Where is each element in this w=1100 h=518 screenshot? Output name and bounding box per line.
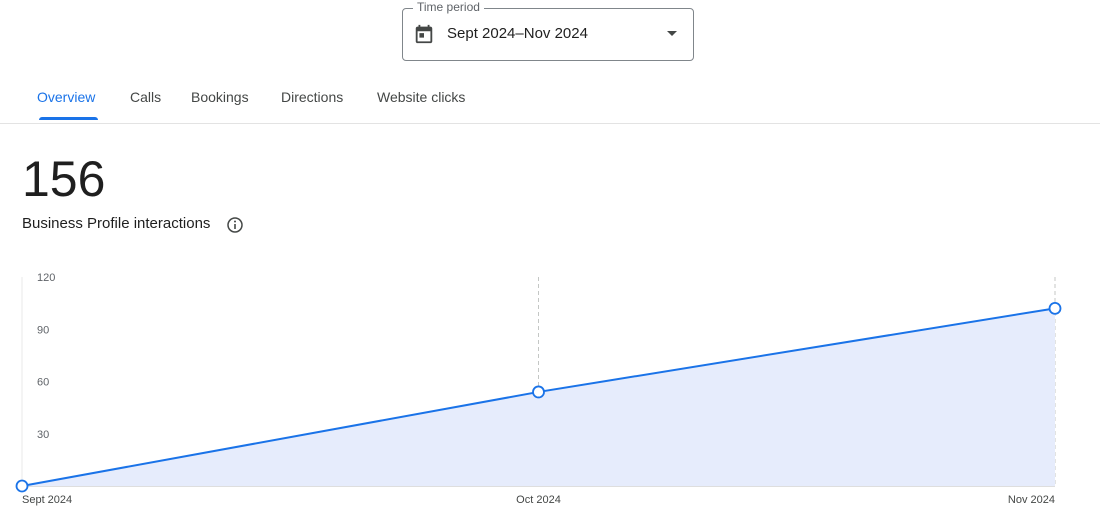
time-period-value: Sept 2024–Nov 2024 — [447, 25, 588, 42]
y-tick-label: 30 — [37, 429, 49, 441]
summary-label: Business Profile interactions — [22, 215, 211, 232]
y-tick-label: 120 — [37, 272, 55, 284]
x-tick-label: Oct 2024 — [516, 494, 561, 506]
tab[interactable]: Overview — [37, 89, 96, 105]
calendar-icon — [415, 24, 433, 44]
y-tick-label: 60 — [37, 377, 49, 389]
tab[interactable]: Directions — [281, 89, 344, 105]
x-tick-label: Sept 2024 — [22, 494, 72, 506]
y-tick-label: 90 — [37, 324, 49, 336]
divider — [0, 123, 1100, 124]
time-period-label: Time period — [413, 0, 484, 14]
x-tick-label: Nov 2024 — [1008, 494, 1055, 506]
tab[interactable]: Calls — [130, 89, 162, 105]
data-point — [532, 385, 545, 399]
tab[interactable]: Bookings — [191, 89, 249, 105]
data-point — [15, 479, 29, 493]
summary-value: 156 — [22, 151, 106, 207]
time-period-select[interactable] — [402, 8, 694, 61]
info-icon[interactable] — [226, 216, 244, 234]
dropdown-arrow — [667, 31, 677, 36]
tab-indicator — [39, 117, 98, 120]
data-point — [1048, 301, 1062, 315]
tab[interactable]: Website clicks — [377, 89, 466, 105]
